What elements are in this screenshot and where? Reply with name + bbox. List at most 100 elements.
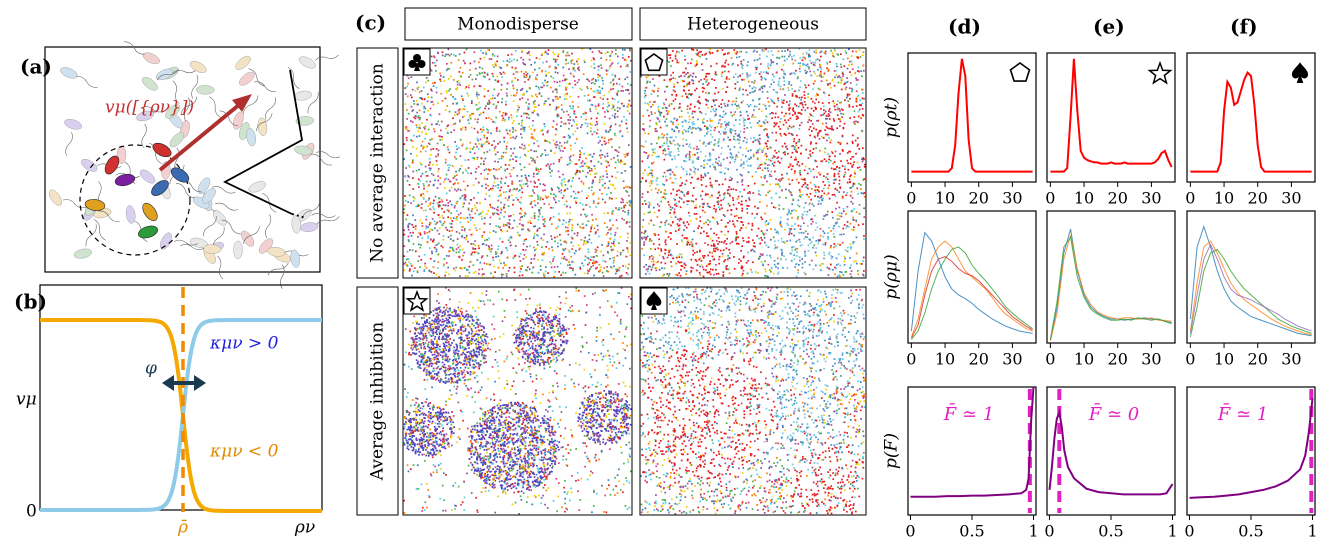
particle bbox=[456, 210, 458, 212]
particle bbox=[434, 62, 436, 64]
particle bbox=[427, 80, 429, 82]
particle bbox=[683, 229, 685, 231]
figure: (a) (b) (c) (d) (e) (f) vμ([{ρν}]) vμ 0 … bbox=[0, 0, 1343, 539]
particle bbox=[686, 171, 688, 173]
particle bbox=[791, 225, 793, 227]
particle bbox=[510, 148, 512, 150]
particle bbox=[837, 189, 839, 191]
particle bbox=[443, 235, 445, 237]
particle bbox=[403, 158, 405, 160]
particle bbox=[815, 252, 817, 254]
particle bbox=[770, 98, 772, 100]
particle bbox=[609, 118, 611, 120]
particle bbox=[442, 55, 444, 57]
particle bbox=[701, 260, 703, 262]
particle bbox=[794, 258, 796, 260]
particle bbox=[474, 61, 476, 63]
particle bbox=[595, 268, 597, 270]
particle bbox=[565, 226, 567, 228]
particle bbox=[575, 173, 577, 175]
particle bbox=[714, 99, 716, 101]
particle bbox=[810, 141, 812, 143]
particle bbox=[406, 86, 408, 88]
particle bbox=[439, 220, 441, 222]
particle bbox=[418, 169, 420, 171]
particle bbox=[500, 187, 502, 189]
particle bbox=[484, 178, 486, 180]
particle bbox=[489, 195, 491, 197]
particle bbox=[526, 74, 528, 76]
particle bbox=[791, 250, 793, 252]
particle bbox=[416, 155, 418, 157]
particle bbox=[804, 211, 806, 213]
particle bbox=[404, 245, 406, 247]
particle bbox=[446, 193, 448, 195]
particle bbox=[597, 225, 599, 227]
particle bbox=[824, 93, 826, 95]
particle bbox=[661, 197, 663, 199]
particle bbox=[529, 230, 531, 232]
particle bbox=[838, 82, 840, 84]
particle bbox=[419, 135, 421, 137]
particle bbox=[543, 273, 545, 275]
particle bbox=[702, 210, 704, 212]
particle bbox=[420, 234, 422, 236]
particle bbox=[475, 248, 477, 250]
particle bbox=[791, 59, 793, 61]
particle bbox=[828, 253, 830, 255]
particle bbox=[760, 63, 762, 65]
particle bbox=[561, 257, 563, 259]
particle bbox=[717, 197, 719, 199]
particle bbox=[822, 244, 824, 246]
particle bbox=[767, 73, 769, 75]
particle bbox=[614, 76, 616, 78]
particle bbox=[543, 239, 545, 241]
particle bbox=[436, 249, 438, 251]
particle bbox=[622, 86, 624, 88]
particle bbox=[566, 79, 568, 81]
particle bbox=[590, 110, 592, 112]
particle bbox=[823, 109, 825, 111]
particle bbox=[494, 147, 496, 149]
particle bbox=[532, 72, 534, 74]
bacterium bbox=[247, 179, 267, 194]
particle bbox=[603, 95, 605, 97]
particle bbox=[572, 245, 574, 247]
particle bbox=[521, 175, 523, 177]
particle bbox=[408, 223, 410, 225]
particle bbox=[506, 273, 508, 275]
particle bbox=[593, 275, 595, 277]
particle bbox=[417, 183, 419, 185]
particle bbox=[755, 87, 757, 89]
particle bbox=[864, 192, 866, 194]
particle bbox=[681, 198, 683, 200]
particle bbox=[586, 215, 588, 217]
particle bbox=[767, 167, 769, 169]
particle bbox=[774, 171, 776, 173]
particle bbox=[500, 193, 502, 195]
particle bbox=[851, 55, 853, 57]
particle bbox=[810, 114, 812, 116]
flagellum bbox=[310, 152, 333, 166]
particle bbox=[448, 255, 450, 257]
particle bbox=[651, 248, 653, 250]
particle bbox=[830, 247, 832, 249]
particle bbox=[587, 88, 589, 90]
particle bbox=[522, 274, 524, 276]
particle bbox=[563, 258, 565, 260]
particle bbox=[746, 161, 748, 163]
particle bbox=[692, 76, 694, 78]
particle bbox=[674, 91, 676, 93]
particle bbox=[515, 130, 517, 132]
particle bbox=[407, 265, 409, 267]
snapshot bbox=[403, 48, 632, 278]
particle bbox=[535, 76, 537, 78]
particle bbox=[680, 75, 682, 77]
particle bbox=[669, 103, 671, 105]
particle bbox=[571, 180, 573, 182]
particle bbox=[470, 63, 472, 65]
particle bbox=[579, 156, 581, 158]
particle bbox=[848, 64, 850, 66]
particle bbox=[839, 271, 841, 273]
particle bbox=[706, 58, 708, 60]
